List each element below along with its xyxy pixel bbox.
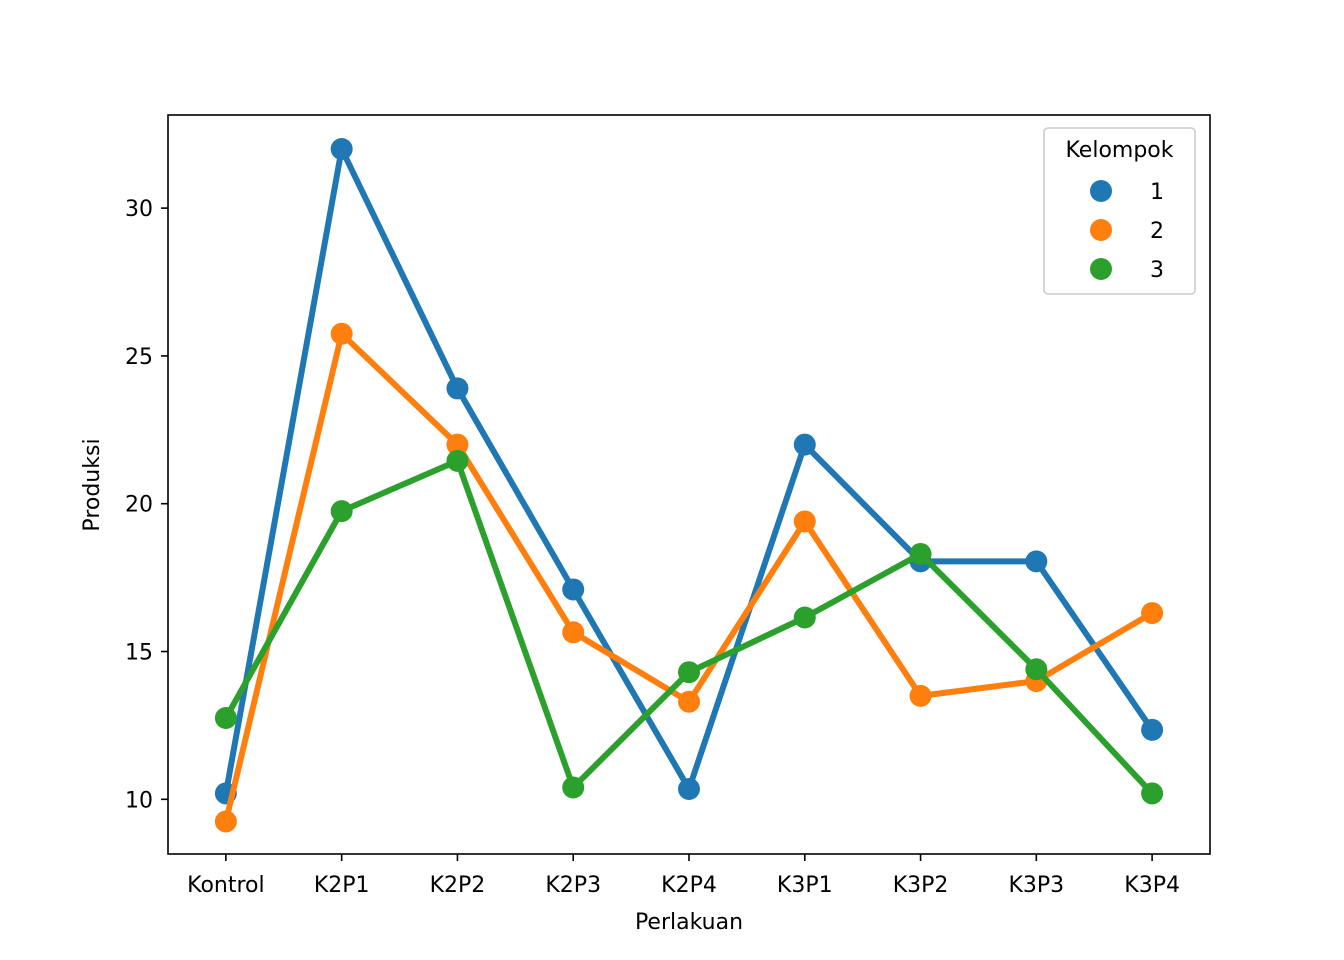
data-point xyxy=(793,606,816,629)
legend-label: 1 xyxy=(1150,180,1164,205)
x-axis-label: Perlakuan xyxy=(635,910,743,935)
series-2 xyxy=(214,322,1164,833)
data-point xyxy=(214,707,237,730)
y-tick-label: 30 xyxy=(125,197,153,222)
data-point xyxy=(562,578,585,601)
x-axis: Kontrol K2P1 K2P2 K2P3 K2P4 K3P1 K3P2 K3P3 K3P4 xyxy=(187,854,1180,898)
data-point xyxy=(909,684,932,707)
data-point xyxy=(793,510,816,533)
x-tick-label: K2P4 xyxy=(661,873,717,898)
data-point xyxy=(1141,718,1164,741)
legend: Kelompok 1 2 3 xyxy=(1043,127,1196,295)
legend-marker xyxy=(1090,180,1112,202)
series-line xyxy=(222,330,1156,825)
legend-label: 3 xyxy=(1150,258,1164,283)
data-point xyxy=(446,377,469,400)
y-axis: 10 15 20 25 30 xyxy=(125,197,168,813)
x-tick-label: K3P1 xyxy=(777,873,833,898)
data-point xyxy=(446,433,469,456)
y-tick-label: 20 xyxy=(125,493,153,518)
data-point xyxy=(446,449,469,472)
x-tick-label: K3P3 xyxy=(1008,873,1064,898)
legend-marker xyxy=(1090,258,1112,280)
y-axis-label: Produksi xyxy=(80,438,105,531)
y-tick-label: 10 xyxy=(125,788,153,813)
legend-box xyxy=(1043,127,1196,295)
x-tick-label: K2P3 xyxy=(545,873,601,898)
data-point xyxy=(214,810,237,833)
legend-title: Kelompok xyxy=(1065,138,1173,163)
series-line xyxy=(222,457,1156,797)
data-point xyxy=(330,500,353,523)
data-point xyxy=(562,621,585,644)
x-tick-label: K3P2 xyxy=(893,873,949,898)
data-point xyxy=(678,777,700,800)
x-tick-label: K3P4 xyxy=(1124,873,1180,898)
y-tick-label: 15 xyxy=(125,641,153,666)
y-tick-label: 25 xyxy=(125,345,153,370)
legend-marker xyxy=(1090,219,1112,241)
x-tick-label: Kontrol xyxy=(187,873,265,898)
data-point xyxy=(1141,782,1164,805)
x-tick-label: K2P2 xyxy=(430,873,486,898)
data-point xyxy=(909,542,932,565)
data-point xyxy=(678,690,700,713)
legend-label: 2 xyxy=(1150,219,1164,244)
x-tick-label: K2P1 xyxy=(314,873,370,898)
data-point xyxy=(678,661,700,684)
series-3 xyxy=(214,449,1164,805)
data-point xyxy=(562,776,585,799)
plot-area xyxy=(214,137,1164,833)
data-point xyxy=(1025,550,1048,573)
data-point xyxy=(330,322,353,345)
data-point xyxy=(1141,602,1164,625)
data-point xyxy=(330,137,353,160)
data-point xyxy=(793,433,816,456)
data-point xyxy=(1025,658,1048,681)
